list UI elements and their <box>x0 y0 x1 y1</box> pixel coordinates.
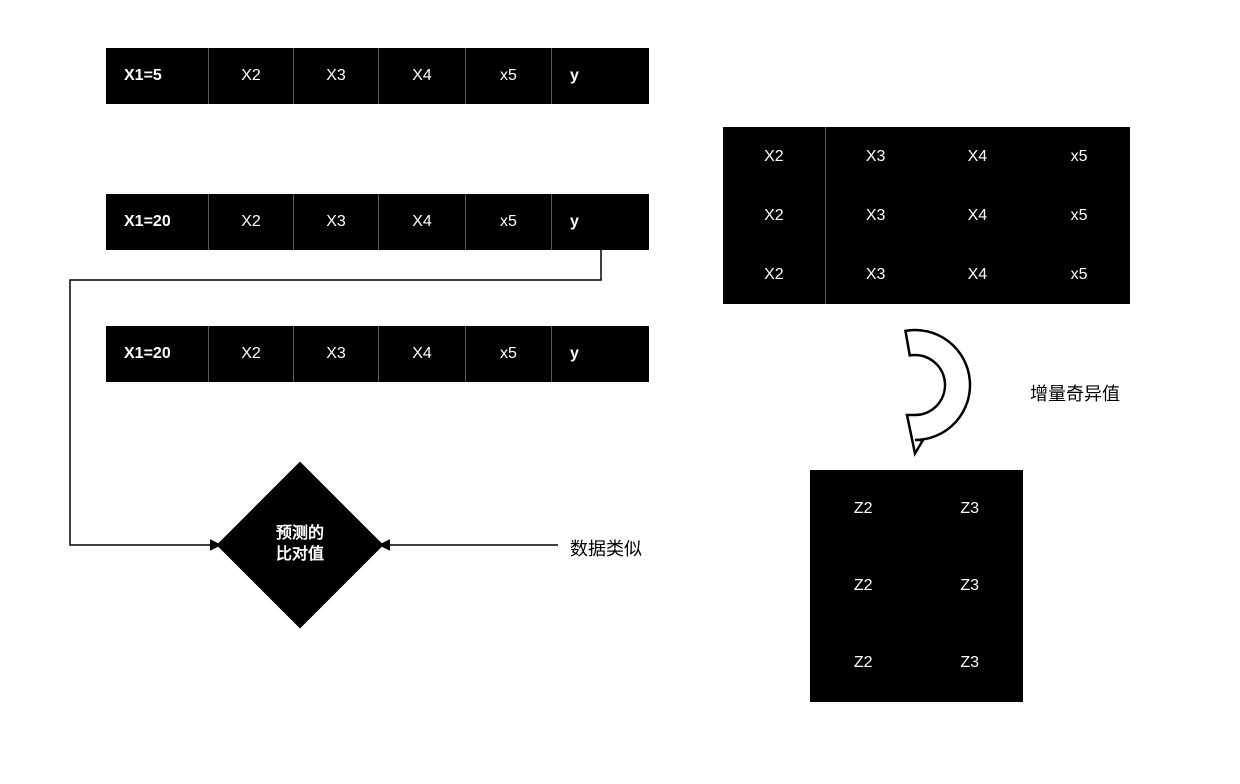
matrix-cell: Z2 <box>810 625 917 702</box>
row-cell: X3 <box>294 326 379 382</box>
row-cell: X4 <box>379 194 466 250</box>
matrix-cell: X4 <box>927 127 1029 186</box>
reduced-matrix: Z2Z3Z2Z3Z2Z3 <box>810 470 1023 702</box>
row-cell: y <box>552 326 649 382</box>
matrix-cell: x5 <box>1028 245 1130 304</box>
matrix-cell: x5 <box>1028 127 1130 186</box>
matrix-cell: x5 <box>1028 186 1130 245</box>
matrix-cell: X3 <box>825 186 927 245</box>
label-incremental: 增量奇异值 <box>1030 380 1120 406</box>
row-cell: x5 <box>466 48 552 104</box>
row-cell: X1=20 <box>106 326 209 382</box>
row-cell: X3 <box>294 48 379 104</box>
decision-diamond: 预测的 比对值 <box>241 486 359 604</box>
matrix-cell: Z3 <box>917 547 1024 624</box>
matrix-cell: X2 <box>723 127 825 186</box>
matrix-divider <box>825 127 826 304</box>
row-cell: y <box>552 194 649 250</box>
row-cell: X1=20 <box>106 194 209 250</box>
data-row-2: X1=20X2X3X4x5y <box>106 194 649 250</box>
row-cell: X3 <box>294 194 379 250</box>
row-cell: X2 <box>209 194 294 250</box>
row-cell: X4 <box>379 326 466 382</box>
diamond-line2: 比对值 <box>276 546 324 563</box>
row-cell: x5 <box>466 194 552 250</box>
data-row-3: X1=20X2X3X4x5y <box>106 326 649 382</box>
row-cell: X2 <box>209 48 294 104</box>
diamond-label: 预测的 比对值 <box>241 486 359 604</box>
row-cell: X4 <box>379 48 466 104</box>
matrix-cell: Z2 <box>810 547 917 624</box>
matrix-cell: X3 <box>825 127 927 186</box>
row-cell: y <box>552 48 649 104</box>
data-row-1: X1=5X2X3X4x5y <box>106 48 649 104</box>
row-cell: x5 <box>466 326 552 382</box>
matrix-cell: X2 <box>723 186 825 245</box>
matrix-cell: X4 <box>927 186 1029 245</box>
row-cell: X1=5 <box>106 48 209 104</box>
matrix-cell: X2 <box>723 245 825 304</box>
label-similar: 数据类似 <box>570 535 642 561</box>
matrix-cell: Z2 <box>810 470 917 547</box>
curved-arrow-icon <box>825 295 1005 475</box>
matrix-cell: Z3 <box>917 625 1024 702</box>
row-cell: X2 <box>209 326 294 382</box>
matrix-cell: Z3 <box>917 470 1024 547</box>
feature-matrix: X2X3X4x5X2X3X4x5X2X3X4x5 <box>723 127 1130 304</box>
diamond-line1: 预测的 <box>276 525 324 542</box>
